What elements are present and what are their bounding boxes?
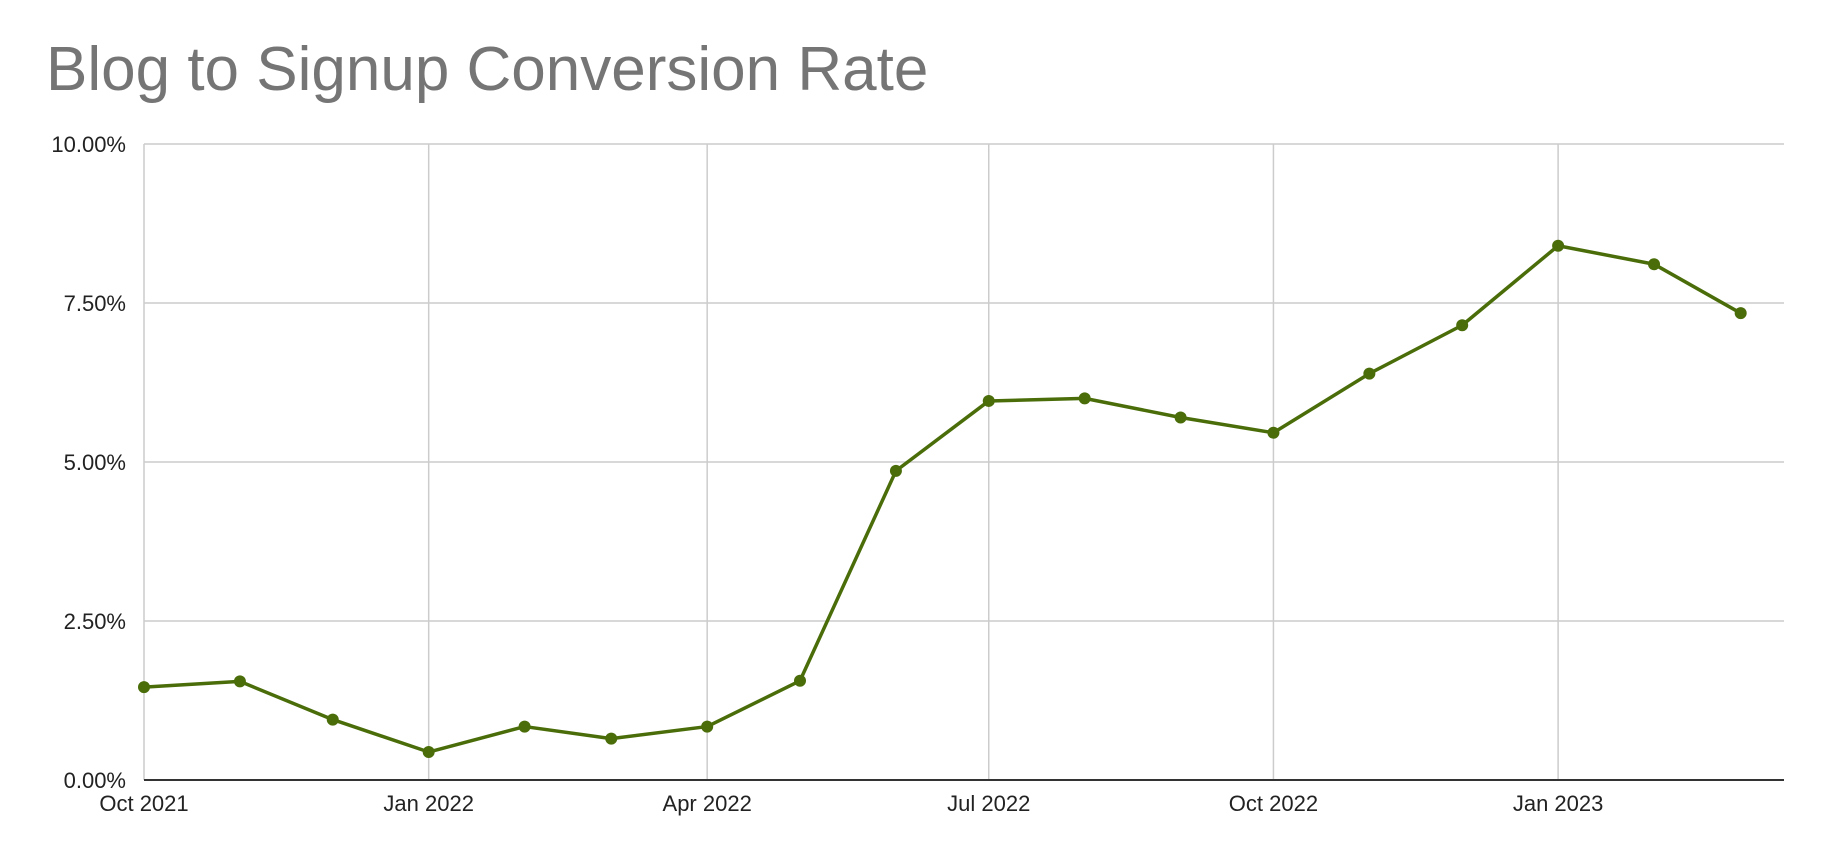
data-point xyxy=(326,713,339,726)
data-point xyxy=(1174,411,1187,424)
data-point xyxy=(1363,367,1376,380)
data-point xyxy=(422,746,435,759)
chart-title: Blog to Signup Conversion Rate xyxy=(46,35,929,104)
series-line xyxy=(142,244,1743,754)
data-point xyxy=(1734,307,1747,320)
y-tick-label: 5.00% xyxy=(64,450,126,475)
data-point xyxy=(794,674,806,687)
x-tick-label: Jan 2022 xyxy=(383,791,474,816)
horizontal-gridlines xyxy=(144,143,1784,622)
data-point xyxy=(1456,319,1469,332)
y-tick-label: 0.00% xyxy=(64,768,126,793)
x-axis-tick-labels: Oct 2021 Jan 2022 Apr 2022 Jul 2022 Oct 2022… xyxy=(99,791,1603,816)
data-point xyxy=(1078,392,1091,405)
x-tick-label: Apr 2022 xyxy=(663,791,752,816)
data-point xyxy=(982,394,995,407)
y-tick-label: 7.50% xyxy=(64,291,126,316)
data-point xyxy=(889,464,902,477)
data-point xyxy=(1552,239,1565,252)
series-points-group xyxy=(138,239,1747,759)
y-tick-label: 10.00% xyxy=(51,132,126,157)
data-point xyxy=(701,720,714,733)
data-point xyxy=(138,681,150,694)
x-tick-label: Oct 2021 xyxy=(99,791,188,816)
data-point xyxy=(605,732,618,745)
data-point xyxy=(518,720,531,733)
x-tick-label: Oct 2022 xyxy=(1229,791,1318,816)
data-point xyxy=(1648,258,1661,271)
y-axis-tick-labels: 0.00% 2.50% 5.00% 7.50% 10.00% xyxy=(51,132,126,793)
x-tick-label: Jul 2022 xyxy=(947,791,1030,816)
series-line-group xyxy=(142,244,1743,754)
data-point xyxy=(233,675,246,688)
y-tick-label: 2.50% xyxy=(64,609,126,634)
x-tick-label: Jan 2023 xyxy=(1513,791,1604,816)
data-point xyxy=(1267,426,1280,439)
